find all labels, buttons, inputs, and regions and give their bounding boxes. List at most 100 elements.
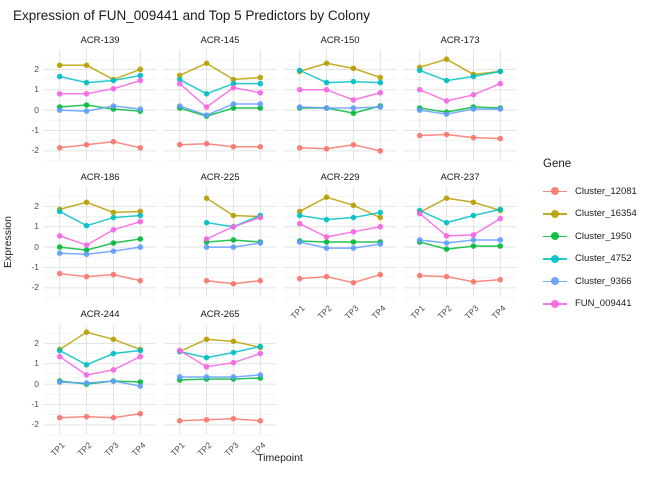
facet-strip-label: ACR-244 — [80, 309, 120, 320]
point-Cluster_9366 — [110, 378, 117, 384]
line-Cluster_9366 — [179, 374, 261, 378]
point-Cluster_9366 — [203, 374, 210, 380]
point-Cluster_12081 — [203, 277, 210, 284]
point-Cluster_16354 — [203, 60, 210, 67]
point-Cluster_9366 — [110, 248, 117, 254]
line-Cluster_16354 — [419, 197, 501, 214]
y-axis-tick-label: -2 — [31, 419, 39, 430]
legend: Gene Cluster_12081 Cluster_16354 Cluster_1… — [543, 158, 637, 315]
point-Cluster_12081 — [323, 273, 330, 280]
point-Cluster_1950 — [497, 243, 504, 249]
point-Cluster_4752 — [110, 77, 117, 84]
point-Cluster_12081 — [497, 135, 504, 142]
point-Cluster_12081 — [110, 414, 117, 421]
point-FUN_009441 — [350, 97, 357, 103]
facet-strip-label: ACR-237 — [440, 172, 480, 183]
point-Cluster_9366 — [137, 106, 144, 112]
legend-entry-Cluster_9366: Cluster_9366 — [543, 270, 637, 293]
point-Cluster_16354 — [350, 65, 357, 72]
point-Cluster_16354 — [470, 199, 477, 206]
point-Cluster_9366 — [56, 250, 63, 257]
point-Cluster_4752 — [443, 77, 450, 84]
point-Cluster_9366 — [176, 103, 183, 109]
point-Cluster_1950 — [137, 236, 144, 242]
point-Cluster_9366 — [323, 245, 330, 251]
line-Cluster_4752 — [59, 210, 141, 227]
point-Cluster_12081 — [137, 410, 144, 417]
point-Cluster_9366 — [257, 240, 264, 246]
point-Cluster_4752 — [230, 349, 237, 356]
point-Cluster_12081 — [257, 277, 264, 284]
point-Cluster_9366 — [443, 111, 450, 117]
line-Cluster_16354 — [59, 201, 141, 214]
point-Cluster_12081 — [83, 413, 90, 420]
line-Cluster_1950 — [299, 240, 381, 243]
point-Cluster_9366 — [470, 237, 477, 243]
legend-entry-FUN_009441: FUN_009441 — [543, 293, 637, 316]
line-Cluster_16354 — [299, 196, 381, 219]
point-Cluster_4752 — [230, 80, 237, 87]
point-Cluster_4752 — [110, 350, 117, 357]
point-Cluster_12081 — [443, 131, 450, 138]
y-axis-tick-label: 0 — [34, 104, 39, 115]
line-Cluster_16354 — [59, 64, 141, 81]
y-axis-title: Expression — [2, 216, 14, 268]
point-Cluster_9366 — [83, 380, 90, 386]
point-FUN_009441 — [230, 84, 237, 91]
point-Cluster_4752 — [323, 216, 330, 223]
point-FUN_009441 — [203, 104, 210, 110]
legend-entries: Cluster_12081 Cluster_16354 Cluster_1950 Cl… — [543, 180, 637, 315]
point-Cluster_1950 — [83, 247, 90, 253]
point-Cluster_16354 — [296, 208, 303, 215]
point-Cluster_9366 — [377, 241, 384, 247]
line-Cluster_1950 — [419, 106, 501, 113]
point-Cluster_16354 — [137, 66, 144, 73]
point-Cluster_1950 — [350, 110, 357, 116]
point-Cluster_4752 — [203, 354, 210, 361]
line-Cluster_16354 — [179, 338, 261, 353]
y-axis-tick-label: 1 — [34, 84, 39, 95]
legend-entry-label: Cluster_1950 — [575, 230, 632, 242]
line-Cluster_4752 — [179, 345, 261, 359]
line-Cluster_16354 — [419, 58, 501, 76]
y-axis-tick-label: -2 — [31, 282, 39, 293]
point-Cluster_16354 — [230, 76, 237, 83]
point-Cluster_12081 — [323, 145, 330, 152]
point-Cluster_9366 — [323, 105, 330, 111]
point-FUN_009441 — [110, 226, 117, 233]
line-Cluster_12081 — [59, 140, 141, 149]
point-Cluster_16354 — [83, 62, 90, 69]
point-FUN_009441 — [497, 80, 504, 87]
point-FUN_009441 — [137, 77, 144, 84]
point-Cluster_1950 — [83, 102, 90, 108]
facet-panel-ACR-139 — [44, 50, 156, 162]
point-FUN_009441 — [350, 229, 357, 235]
point-Cluster_4752 — [56, 347, 63, 354]
legend-key-icon — [543, 297, 567, 311]
line-FUN_009441 — [59, 355, 141, 376]
line-Cluster_4752 — [59, 74, 141, 84]
point-Cluster_9366 — [296, 239, 303, 245]
point-Cluster_12081 — [230, 280, 237, 287]
point-FUN_009441 — [176, 347, 183, 354]
point-FUN_009441 — [470, 92, 477, 98]
point-Cluster_4752 — [203, 90, 210, 97]
point-Cluster_16354 — [56, 62, 63, 69]
facet-panel-ACR-186 — [44, 187, 156, 299]
point-Cluster_9366 — [416, 107, 423, 113]
point-Cluster_9366 — [350, 245, 357, 251]
point-Cluster_4752 — [56, 208, 63, 215]
facet-panel-ACR-237 — [404, 187, 516, 299]
line-Cluster_4752 — [59, 349, 141, 366]
point-FUN_009441 — [176, 80, 183, 87]
point-Cluster_12081 — [176, 417, 183, 424]
y-axis-tick-label: 2 — [34, 200, 39, 211]
point-Cluster_16354 — [377, 214, 384, 221]
point-Cluster_12081 — [296, 275, 303, 282]
legend-entry-label: Cluster_9366 — [575, 275, 632, 287]
y-axis-tick-label: 2 — [34, 337, 39, 348]
point-Cluster_16354 — [230, 212, 237, 219]
point-Cluster_16354 — [83, 199, 90, 206]
line-Cluster_9366 — [59, 105, 141, 112]
